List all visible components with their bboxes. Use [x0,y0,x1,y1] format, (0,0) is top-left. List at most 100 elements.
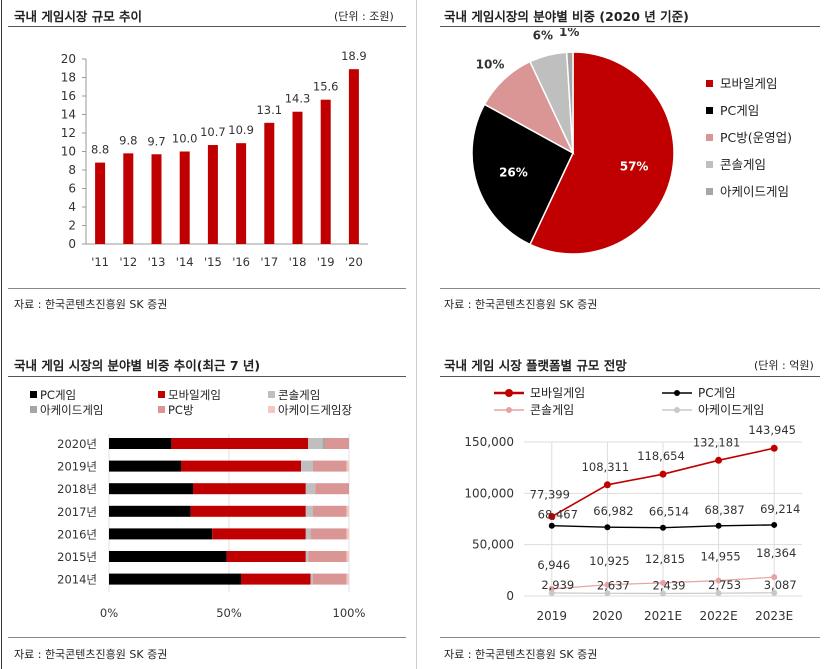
x-tick-label: '18 [289,255,307,269]
x-tick-label: '19 [317,255,335,269]
data-label: 143,945 [748,423,796,437]
data-point [715,590,722,597]
stacked-bar-segment [315,483,349,495]
panel1-title: 국내 게임시장 규모 추이 [14,9,143,24]
stacked-bar-segment [325,438,349,449]
x-tick-label: 2020 [592,609,623,623]
y-category-label: 2014년 [57,573,97,587]
stacked-bar-segment [193,483,306,495]
panel1-title-rule [8,26,406,27]
panel1-unit: (단위 : 조원) [334,10,394,23]
pie-value-label: 10% [476,58,505,72]
panel4-title-rule [440,376,820,377]
bar-value-label: 13.1 [256,103,282,117]
legend-label: 모바일게임 [168,388,221,402]
stacked-bar-segment [308,438,323,449]
data-label: 66,982 [593,504,633,518]
legend-label: PC게임 [40,388,76,402]
panel3-title: 국내 게임 시장의 분야별 비중 추이(최근 7 년) [14,358,261,373]
stacked-bar-segment [308,551,347,562]
legend-label: PC게임 [698,386,736,400]
x-tick-label: 2023E [755,609,793,623]
bar [207,145,218,244]
stacked-bar-segment [346,551,349,562]
stacked-bar-segment [109,528,213,540]
data-point [771,589,778,596]
stacked-bar-segment [305,551,309,562]
panel2-source: 자료 : 한국콘텐츠진흥원 SK 증권 [444,298,598,311]
stacked-bar-segment [305,528,311,540]
y-tick-label: 4 [68,200,76,214]
y-category-label: 2018년 [57,482,97,496]
y-tick-label: 6 [68,182,76,196]
stacked-bar-segment [109,573,241,585]
data-label: 2,439 [653,578,686,592]
legend-label: 콘솔게임 [530,403,574,417]
legend-swatch [706,107,713,114]
bar [348,69,359,244]
legend-label: PC게임 [720,103,759,118]
stacked-bar-segment [181,460,301,472]
legend-label: PC방 [168,403,194,417]
y-tick-label: 150,000 [464,435,514,449]
x-tick-label: '13 [148,255,166,269]
y-tick-label: 12 [61,126,76,140]
y-category-label: 2019년 [57,460,97,474]
data-point [659,470,667,478]
legend-label: 아케이드게임장 [278,403,352,417]
bar-value-label: 15.6 [313,80,339,94]
legend-swatch [706,188,713,195]
panel4-title: 국내 게임 시장 플랫폼별 규모 전망 [444,358,627,373]
pie-value-label: 1% [559,28,579,39]
legend-marker [674,407,680,413]
data-point [604,581,611,588]
legend-swatch [158,406,165,413]
data-point [660,579,666,586]
legend-swatch [30,391,37,398]
stacked-bar-segment [346,460,349,472]
data-point [548,585,555,592]
legend-swatch [158,391,165,398]
stacked-bar-segment [322,438,325,449]
bar [292,111,303,244]
panel3-source: 자료 : 한국콘텐츠진흥원 SK 증권 [14,648,168,661]
bar-value-label: 10.0 [172,132,198,146]
legend-swatch [268,391,275,398]
panel4-unit: (단위 : 억원) [754,359,814,372]
data-label: 12,815 [645,552,685,566]
data-label: 18,364 [756,546,796,560]
x-tick-label: 0% [100,606,118,620]
x-tick-label: '17 [260,255,278,269]
y-tick-label: 14 [61,108,76,122]
bar-value-label: 14.3 [285,92,311,106]
stacked-bar-segment [346,505,349,517]
stacked-bar-segment [305,505,313,517]
y-tick-label: 20 [61,52,76,66]
x-tick-label: '20 [345,255,363,269]
stacked-bar-segment [346,573,349,585]
x-tick-label: '14 [176,255,194,269]
legend-swatch [268,406,275,413]
bar-value-label: 10.7 [200,125,226,139]
y-category-label: 2015년 [57,550,97,564]
legend-label: 아케이드게임 [40,403,103,417]
y-tick-label: 0 [68,237,76,251]
panel2-title-rule [440,26,820,27]
y-category-label: 2020년 [57,437,97,451]
data-label: 68,467 [538,508,578,522]
legend-marker [674,390,680,396]
panel3-source-rule [8,637,406,638]
x-tick-label: '12 [119,255,137,269]
bar [151,154,162,244]
legend-swatch [30,406,37,413]
stacked-bar-segment [305,483,316,495]
legend-marker [505,389,513,397]
y-tick-label: 50,000 [472,538,514,552]
data-label: 132,181 [693,435,741,449]
data-label: 69,214 [760,502,800,516]
stacked-bar-segment [241,573,311,585]
stacked-bar-segment [346,528,349,540]
y-category-label: 2016년 [57,527,97,541]
data-point [660,590,666,597]
